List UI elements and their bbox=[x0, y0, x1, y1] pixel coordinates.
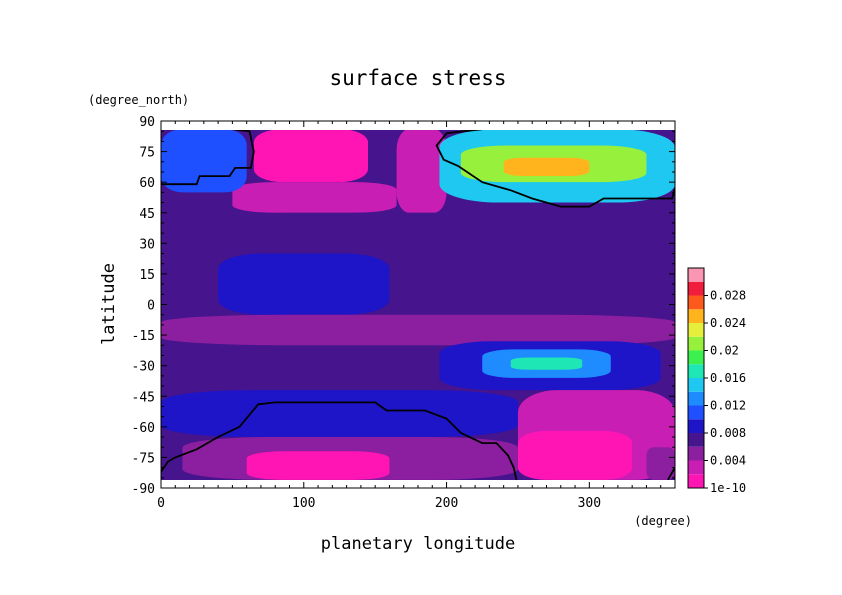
y-tick-label: -45 bbox=[132, 390, 155, 405]
y-tick-label: -90 bbox=[132, 482, 155, 497]
y-tick-label: 60 bbox=[139, 176, 155, 191]
y-tick-label: 15 bbox=[139, 268, 155, 283]
x-tick-label: 0 bbox=[157, 496, 165, 511]
colorbar-label: 0.028 bbox=[710, 289, 746, 303]
y-axis-label: latitude bbox=[99, 263, 119, 345]
colorbar-label: 0.024 bbox=[710, 316, 746, 330]
colorbar-swatch bbox=[688, 474, 704, 488]
colorbar-swatch bbox=[688, 433, 704, 447]
y-tick-label: 75 bbox=[139, 146, 155, 161]
colorbar-swatch bbox=[688, 391, 704, 406]
colorbar-swatch bbox=[688, 419, 704, 433]
field-region bbox=[161, 314, 675, 346]
y-axis: 90 75 60 45 30 15 0 -15 -30 -45 -60 -75 -90 bbox=[132, 115, 675, 497]
x-axis: 0 100 200 300 bbox=[157, 121, 662, 511]
y-tick-label: -30 bbox=[132, 360, 155, 375]
chart-title: surface stress bbox=[329, 66, 506, 90]
colorbar-swatch bbox=[688, 405, 704, 420]
colorbar-swatch bbox=[688, 378, 704, 392]
contour-line bbox=[161, 130, 255, 186]
contour-line bbox=[435, 130, 675, 208]
y-tick-label: 30 bbox=[139, 237, 155, 252]
x-axis-label: planetary longitude bbox=[321, 534, 515, 554]
contour-line bbox=[161, 401, 518, 480]
colorbar-label: 0.012 bbox=[710, 399, 746, 413]
field-region bbox=[161, 390, 518, 438]
heatmap-field bbox=[161, 130, 675, 480]
y-tick-label: 45 bbox=[139, 207, 155, 222]
colorbar-label: 0.004 bbox=[710, 454, 746, 468]
y-tick-label: -60 bbox=[132, 421, 155, 436]
colorbar-label: 0.008 bbox=[710, 426, 746, 440]
colorbar: 1e-10 0.004 0.008 0.012 0.016 0.02 0.024 0.028 bbox=[687, 267, 746, 495]
x-unit-label: (degree) bbox=[634, 514, 692, 528]
field-region bbox=[396, 130, 447, 213]
field-region bbox=[246, 451, 390, 480]
field-region bbox=[503, 157, 590, 177]
colorbar-label: 1e-10 bbox=[710, 481, 746, 495]
y-tick-label: -75 bbox=[132, 451, 155, 466]
field-region bbox=[646, 447, 675, 480]
colorbar-swatch bbox=[688, 323, 704, 337]
contour-line bbox=[667, 467, 675, 480]
x-tick-label: 300 bbox=[578, 496, 601, 511]
colorbar-swatch bbox=[688, 268, 704, 282]
y-tick-label: -15 bbox=[132, 329, 155, 344]
colorbar-swatch bbox=[688, 309, 704, 323]
colorbar-swatch bbox=[688, 350, 704, 365]
field-region bbox=[218, 253, 390, 315]
x-tick-label: 200 bbox=[435, 496, 458, 511]
y-unit-label: (degree_north) bbox=[88, 93, 189, 107]
y-tick-label: 90 bbox=[139, 115, 155, 130]
field-region bbox=[161, 130, 247, 193]
colorbar-swatch bbox=[688, 364, 704, 378]
field-region bbox=[253, 130, 369, 183]
contour-lines bbox=[161, 130, 675, 480]
colorbar-swatch bbox=[688, 446, 704, 461]
colorbar-swatch bbox=[688, 460, 704, 475]
field-region bbox=[510, 357, 583, 370]
colorbar-swatch bbox=[688, 295, 704, 310]
y-tick-label: 0 bbox=[147, 299, 155, 314]
field-region bbox=[517, 430, 633, 480]
colorbar-swatch bbox=[688, 281, 704, 296]
colorbar-label: 0.016 bbox=[710, 371, 746, 385]
field-region bbox=[232, 182, 397, 213]
x-tick-label: 100 bbox=[292, 496, 315, 511]
colorbar-swatch bbox=[688, 336, 704, 351]
colorbar-label: 0.02 bbox=[710, 344, 739, 358]
